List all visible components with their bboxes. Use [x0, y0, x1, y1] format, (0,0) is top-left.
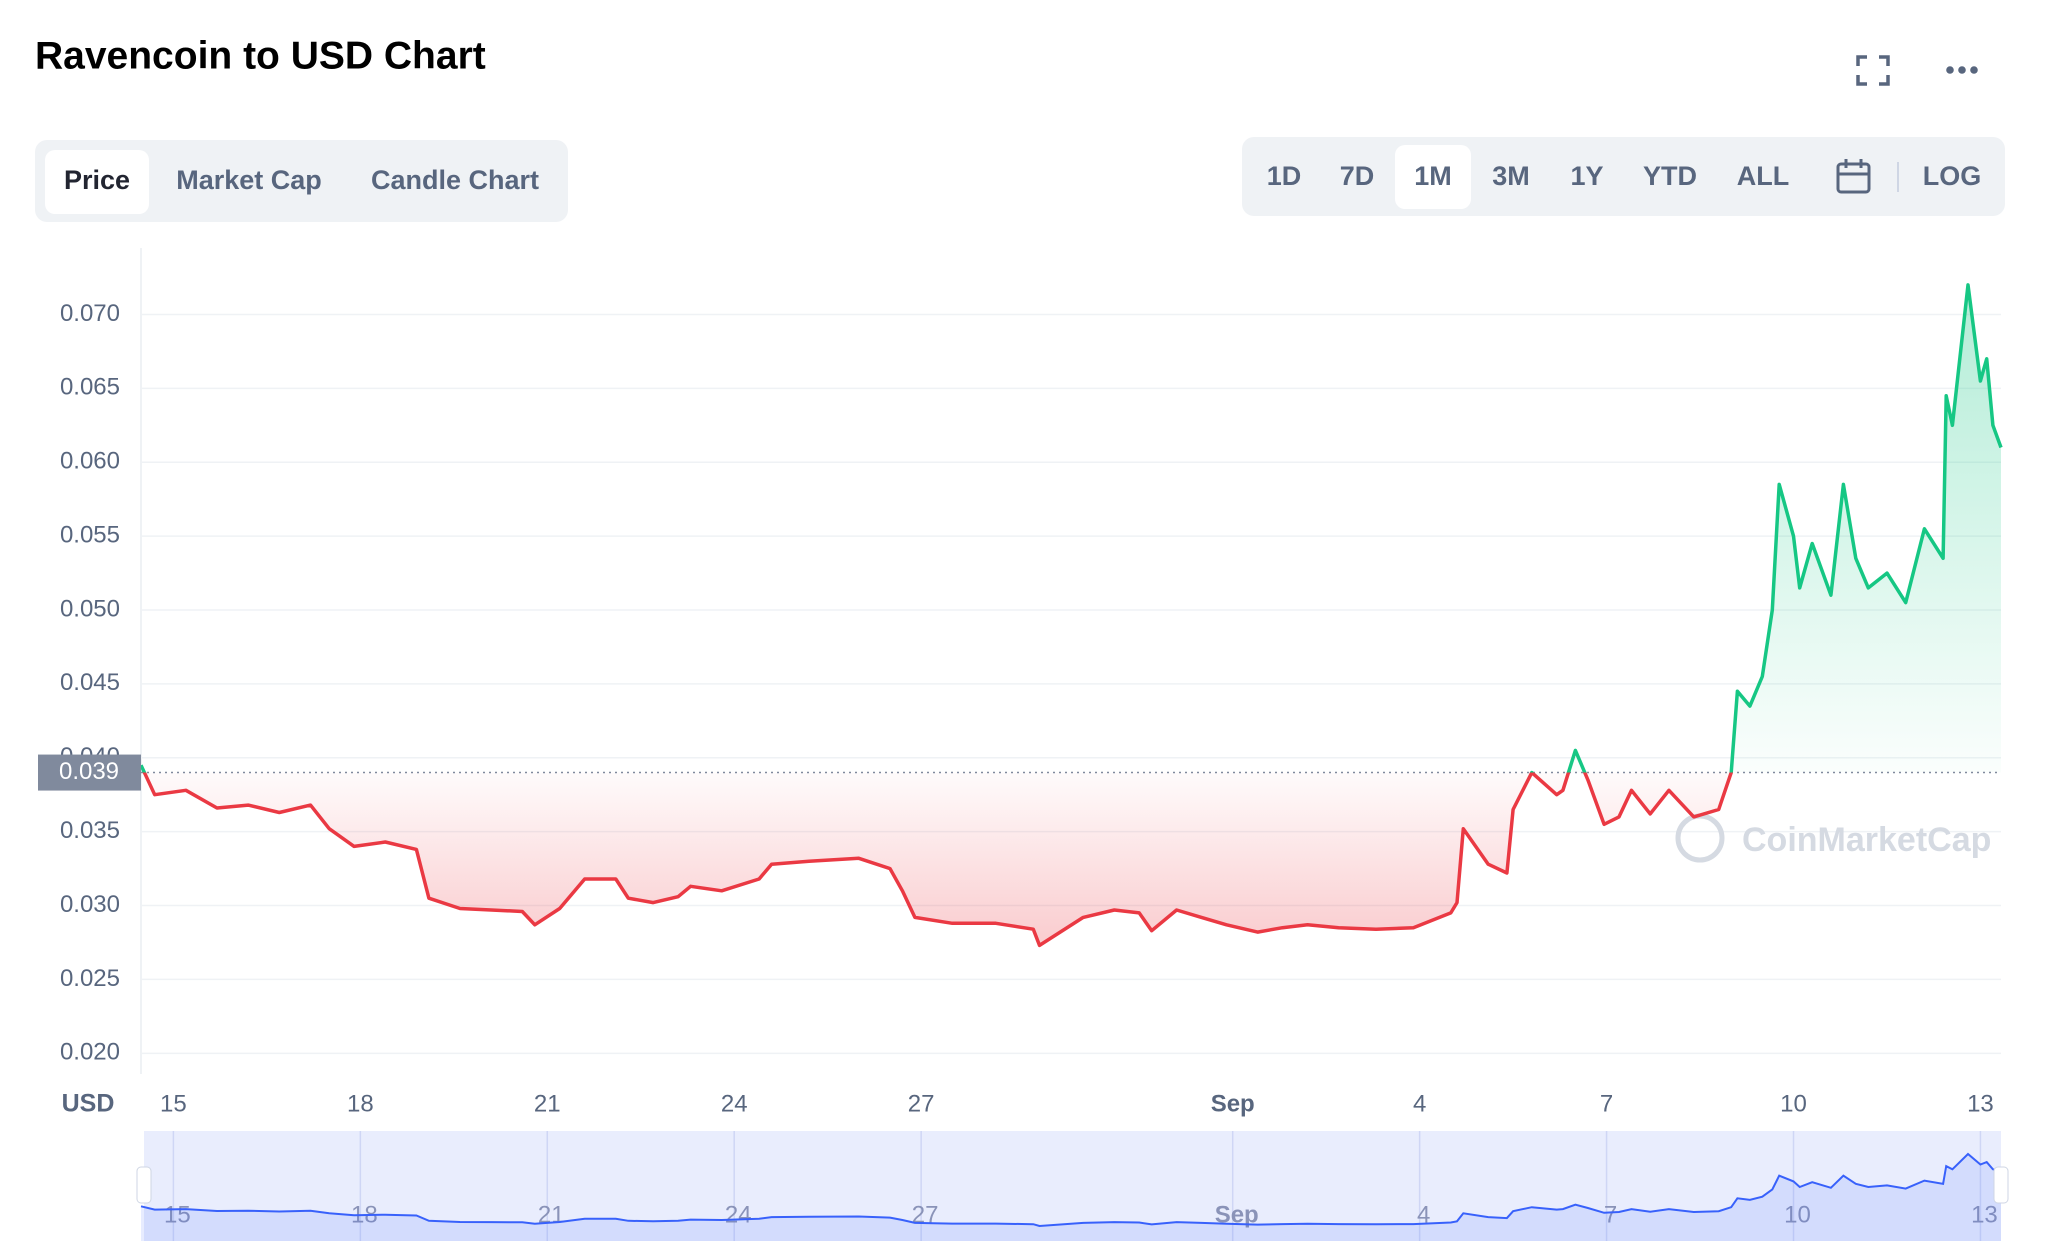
- fullscreen-icon[interactable]: [1856, 55, 1890, 86]
- y-tick-label: 0.060: [60, 448, 120, 475]
- range-button[interactable]: 1M: [1414, 161, 1452, 191]
- range-button[interactable]: 1D: [1267, 161, 1302, 191]
- nav-tick-label: 15: [164, 1201, 191, 1228]
- reference-label: 0.039: [59, 758, 119, 785]
- y-tick-label: 0.065: [60, 374, 120, 401]
- x-tick-label: 4: [1413, 1090, 1426, 1117]
- reference-label-bg: [38, 754, 141, 791]
- active-range-bg: [1395, 145, 1471, 209]
- x-tick-label: 21: [534, 1090, 561, 1117]
- y-tick-label: 0.070: [60, 300, 120, 327]
- nav-tick-label: 13: [1971, 1201, 1998, 1228]
- navigator-line: [140, 1152, 2002, 1228]
- y-tick-label: 0.035: [60, 817, 120, 844]
- active-tab-bg: [45, 150, 149, 214]
- tab-button[interactable]: Candle Chart: [371, 165, 539, 195]
- navigator-handle[interactable]: [1993, 1166, 2009, 1204]
- x-tick-label: 7: [1600, 1090, 1613, 1117]
- y-tick-label: 0.020: [60, 1039, 120, 1066]
- log-button[interactable]: LOG: [1923, 161, 1982, 191]
- y-tick-label: 0.030: [60, 891, 120, 918]
- x-tick-label: 27: [908, 1090, 935, 1117]
- y-axis-unit: USD: [62, 1090, 115, 1118]
- range-button[interactable]: ALL: [1737, 161, 1789, 191]
- price-line: [139, 283, 2003, 948]
- range-button[interactable]: 7D: [1340, 161, 1375, 191]
- x-tick-label: 15: [160, 1090, 187, 1117]
- tab-bar: [35, 140, 568, 222]
- range-button[interactable]: 1Y: [1570, 161, 1603, 191]
- calendar-icon[interactable]: [1836, 159, 1871, 194]
- watermark: CoinMarketCap: [1742, 821, 1991, 859]
- navigator-handle[interactable]: [136, 1166, 152, 1204]
- tab-button[interactable]: Price: [64, 165, 130, 195]
- nav-tick-label: 24: [725, 1201, 752, 1228]
- x-tick-label: 24: [721, 1090, 748, 1117]
- range-button[interactable]: 3M: [1492, 161, 1530, 191]
- x-tick-label: 10: [1780, 1090, 1807, 1117]
- range-button[interactable]: YTD: [1643, 161, 1697, 191]
- chart-title: Ravencoin to USD Chart: [35, 34, 486, 77]
- tab-button[interactable]: Market Cap: [176, 165, 322, 195]
- price-area: [141, 284, 2001, 946]
- y-tick-label: 0.045: [60, 669, 120, 696]
- y-tick-label: 0.025: [60, 965, 120, 992]
- x-tick-label: Sep: [1211, 1090, 1255, 1117]
- nav-tick-label: 10: [1784, 1201, 1811, 1228]
- more-icon[interactable]: [1946, 66, 1978, 74]
- x-tick-label: 18: [347, 1090, 374, 1117]
- watermark-logo: [1675, 813, 1725, 863]
- nav-tick-label: 7: [1604, 1201, 1617, 1228]
- y-tick-label: 0.055: [60, 521, 120, 548]
- x-tick-label: 13: [1967, 1090, 1994, 1117]
- y-tick-label: 0.050: [60, 595, 120, 622]
- nav-tick-label: 4: [1417, 1201, 1430, 1228]
